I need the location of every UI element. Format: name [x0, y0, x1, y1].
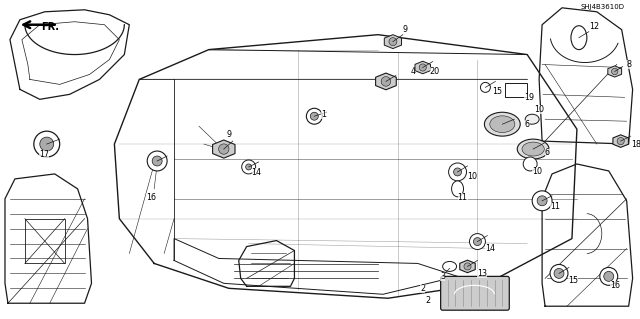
Text: 14: 14: [252, 168, 262, 177]
Circle shape: [246, 164, 252, 170]
Circle shape: [40, 137, 54, 151]
Text: 3: 3: [440, 272, 445, 281]
Text: 15: 15: [492, 87, 502, 96]
Ellipse shape: [525, 114, 539, 124]
Circle shape: [152, 156, 162, 166]
Circle shape: [617, 137, 624, 145]
Text: 4: 4: [410, 67, 415, 76]
Circle shape: [242, 160, 255, 174]
Text: 10: 10: [467, 172, 477, 182]
Circle shape: [464, 263, 471, 270]
Text: 9: 9: [226, 130, 231, 139]
Circle shape: [550, 264, 568, 282]
Polygon shape: [376, 73, 396, 90]
Circle shape: [34, 131, 60, 157]
Text: 1: 1: [321, 110, 326, 119]
Text: 10: 10: [532, 167, 542, 176]
Text: 15: 15: [568, 276, 578, 285]
Text: 19: 19: [524, 93, 534, 102]
Text: 13: 13: [477, 269, 488, 278]
Ellipse shape: [517, 139, 549, 159]
Text: 16: 16: [610, 281, 620, 290]
Circle shape: [389, 38, 397, 46]
Circle shape: [600, 267, 618, 285]
Text: 8: 8: [626, 60, 631, 69]
Circle shape: [470, 234, 485, 249]
Circle shape: [419, 64, 426, 71]
Circle shape: [474, 238, 481, 246]
Circle shape: [147, 151, 167, 171]
Polygon shape: [212, 140, 235, 158]
Text: 11: 11: [550, 202, 560, 211]
Circle shape: [454, 168, 461, 176]
Text: 12: 12: [589, 22, 599, 31]
Text: 6: 6: [525, 120, 530, 129]
Ellipse shape: [443, 262, 456, 271]
Text: 14: 14: [485, 244, 495, 253]
Text: FR.: FR.: [41, 22, 59, 32]
Ellipse shape: [452, 181, 463, 197]
Text: 11: 11: [458, 193, 468, 202]
Circle shape: [612, 68, 618, 75]
Text: 18: 18: [632, 140, 640, 149]
Circle shape: [307, 108, 323, 124]
Circle shape: [532, 191, 552, 211]
Bar: [506, 83, 527, 97]
Circle shape: [381, 77, 390, 86]
Text: 2: 2: [420, 284, 426, 293]
Circle shape: [219, 144, 229, 154]
Text: 16: 16: [146, 193, 156, 202]
Text: 9: 9: [403, 25, 408, 34]
FancyBboxPatch shape: [441, 276, 509, 310]
Polygon shape: [384, 35, 401, 48]
Ellipse shape: [481, 82, 490, 93]
Ellipse shape: [484, 112, 520, 136]
Ellipse shape: [571, 26, 587, 49]
Ellipse shape: [522, 142, 544, 156]
Ellipse shape: [490, 116, 515, 132]
Polygon shape: [415, 61, 431, 74]
Circle shape: [537, 196, 547, 206]
Text: SHJ4B3610D: SHJ4B3610D: [580, 4, 625, 10]
Polygon shape: [613, 135, 628, 147]
Circle shape: [310, 112, 318, 120]
Circle shape: [604, 271, 614, 281]
Text: 20: 20: [429, 67, 440, 76]
Polygon shape: [460, 260, 476, 273]
Text: 2: 2: [425, 296, 430, 305]
Text: 6: 6: [545, 148, 550, 157]
Ellipse shape: [524, 157, 537, 171]
Text: 10: 10: [534, 105, 544, 114]
Text: 17: 17: [38, 150, 49, 159]
Circle shape: [449, 163, 467, 181]
Circle shape: [554, 268, 564, 278]
Polygon shape: [608, 66, 621, 77]
